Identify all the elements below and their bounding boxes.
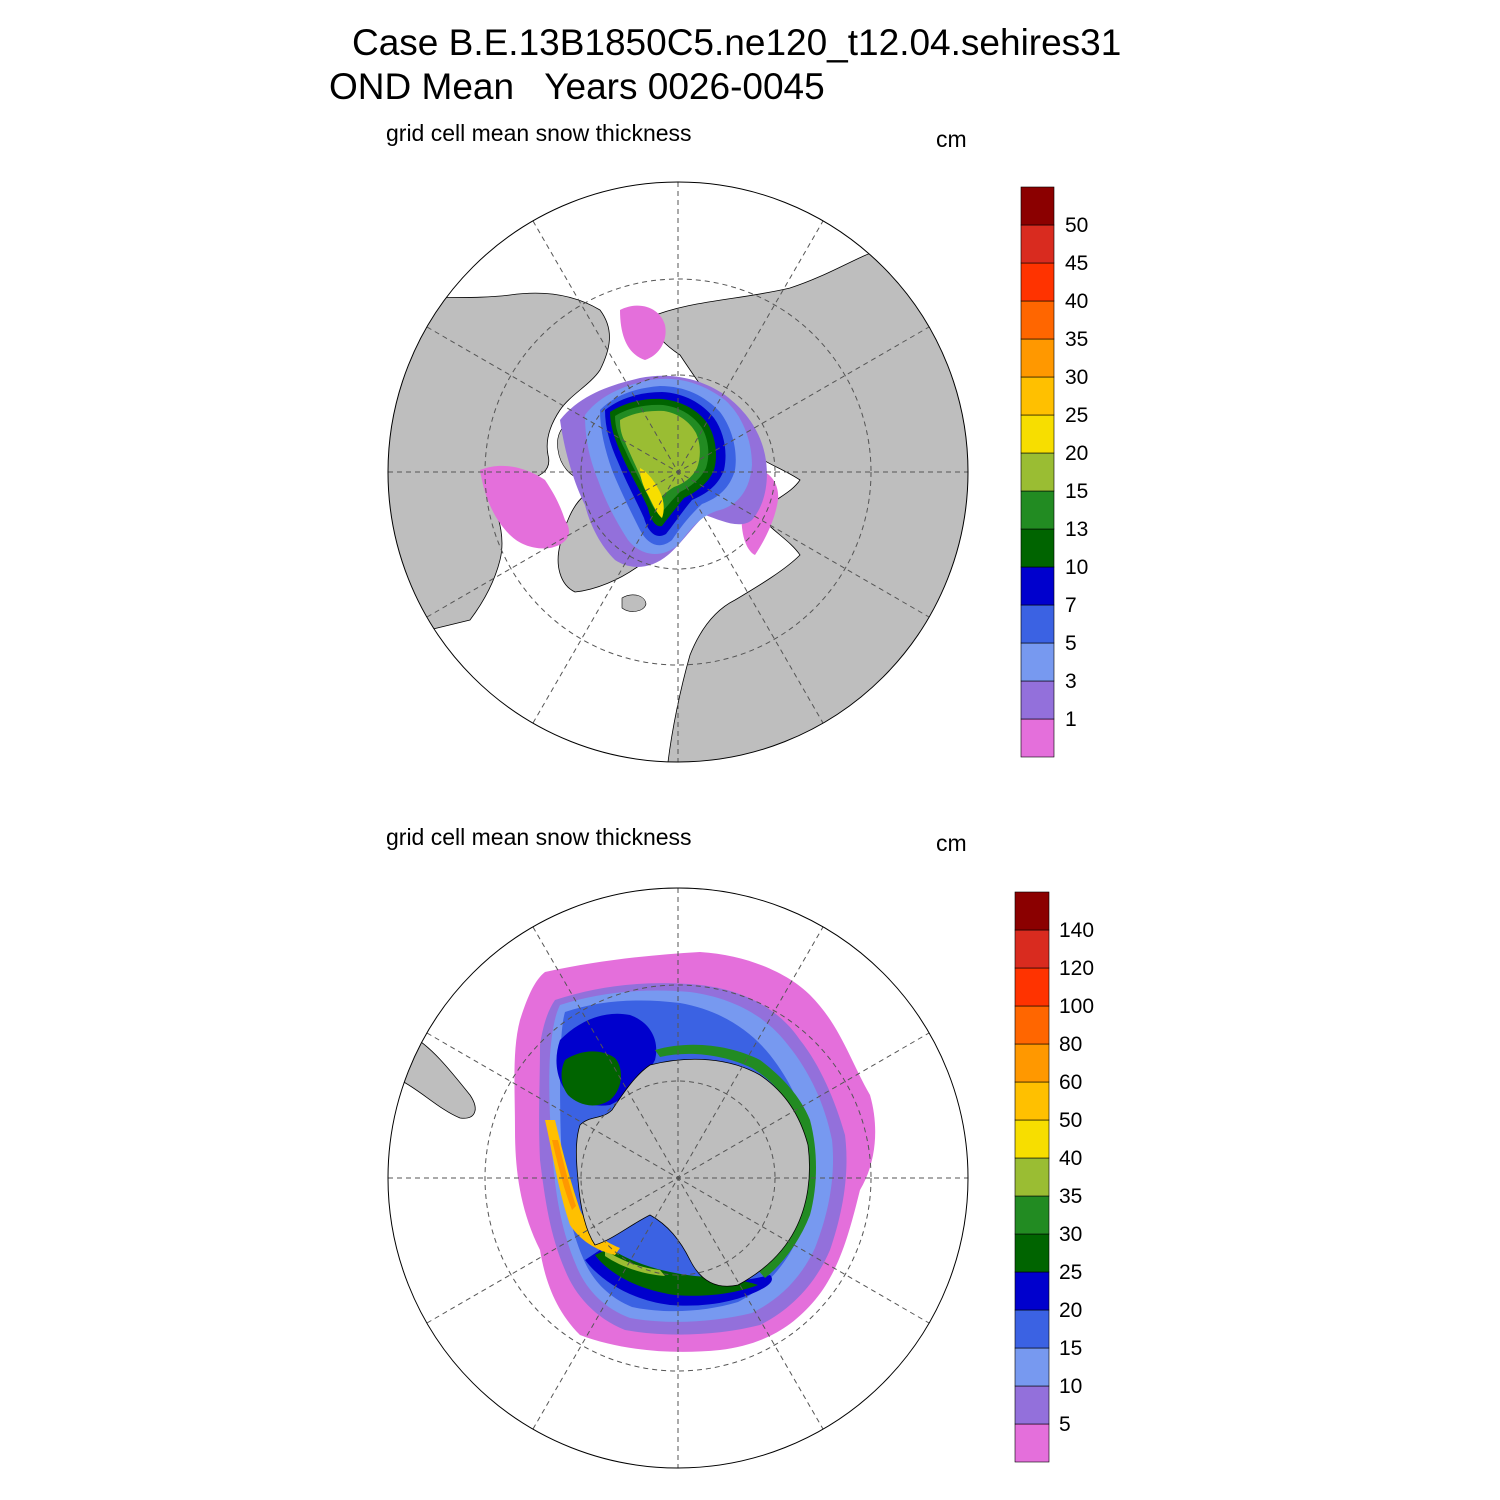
colorbar-swatch bbox=[1014, 1043, 1050, 1083]
colorbar-swatch bbox=[1020, 186, 1055, 226]
north-polar-map bbox=[387, 181, 969, 763]
colorbar-swatch bbox=[1014, 1005, 1050, 1045]
south-snow-band-11 bbox=[552, 1140, 576, 1210]
figure-title-line1: Case B.E.13B1850C5.ne120_t12.04.sehires3… bbox=[352, 22, 1122, 63]
colorbar-swatch bbox=[1014, 1347, 1050, 1387]
colorbar-tick-label: 20 bbox=[1065, 442, 1088, 465]
north-panel-subtitle: grid cell mean snow thickness bbox=[386, 120, 692, 146]
colorbar-tick-label: 25 bbox=[1059, 1261, 1082, 1284]
north-map-border bbox=[387, 181, 969, 763]
colorbar-tick-label: 7 bbox=[1065, 594, 1077, 617]
colorbar-swatch bbox=[1020, 528, 1055, 568]
colorbar-swatch bbox=[1014, 929, 1050, 969]
colorbar-tick-label: 40 bbox=[1065, 290, 1088, 313]
colorbar-tick-label: 13 bbox=[1065, 518, 1088, 541]
colorbar-tick-label: 10 bbox=[1065, 556, 1088, 579]
colorbar-tick-label: 30 bbox=[1059, 1223, 1082, 1246]
south-polar-map bbox=[387, 887, 969, 1469]
colorbar-swatch bbox=[1020, 414, 1055, 454]
colorbar-swatch bbox=[1014, 1081, 1050, 1121]
colorbar-swatch bbox=[1020, 338, 1055, 378]
colorbar-swatch bbox=[1020, 642, 1055, 682]
colorbar-tick-label: 25 bbox=[1065, 404, 1088, 427]
south-panel-units: cm bbox=[936, 830, 967, 856]
south-map-border bbox=[387, 887, 969, 1469]
colorbar-tick-label: 50 bbox=[1065, 214, 1088, 237]
south-graticule bbox=[388, 888, 968, 1468]
colorbar-swatch bbox=[1014, 1423, 1050, 1463]
colorbar-tick-label: 140 bbox=[1059, 919, 1094, 942]
colorbar-tick-label: 3 bbox=[1065, 670, 1077, 693]
south-panel-subtitle: grid cell mean snow thickness bbox=[386, 824, 692, 850]
figure-title-line2: OND Mean Years 0026-0045 bbox=[329, 66, 825, 107]
north-panel-units: cm bbox=[936, 126, 967, 152]
south-land-antarctica bbox=[575, 1058, 810, 1287]
north-land-iceland bbox=[621, 594, 647, 612]
colorbar-swatch bbox=[1014, 1195, 1050, 1235]
colorbar-swatch bbox=[1020, 376, 1055, 416]
colorbar-tick-label: 60 bbox=[1059, 1071, 1082, 1094]
colorbar-tick-label: 50 bbox=[1059, 1109, 1082, 1132]
colorbar-tick-label: 10 bbox=[1059, 1375, 1082, 1398]
colorbar-swatch bbox=[1014, 1385, 1050, 1425]
south-snow-band-8 bbox=[605, 1250, 665, 1276]
colorbar-swatch bbox=[1014, 891, 1050, 931]
south-land-south-america bbox=[399, 1034, 476, 1119]
north-graticule bbox=[388, 182, 968, 762]
colorbar-swatch bbox=[1014, 1271, 1050, 1311]
colorbar-tick-label: 15 bbox=[1059, 1337, 1082, 1360]
colorbar-swatch bbox=[1014, 1233, 1050, 1273]
north-snow-band-1 bbox=[480, 305, 779, 555]
colorbar-tick-label: 120 bbox=[1059, 957, 1094, 980]
colorbar-tick-label: 5 bbox=[1059, 1413, 1071, 1436]
colorbar-swatch bbox=[1014, 1309, 1050, 1349]
north-snow-band-9 bbox=[640, 468, 664, 518]
colorbar-tick-label: 40 bbox=[1059, 1147, 1082, 1170]
south-colorbar: 5 10 15 20 25 30 35 40 50 60 80 100 120 140 bbox=[1014, 891, 1094, 1463]
colorbar-swatch bbox=[1020, 566, 1055, 606]
colorbar-tick-label: 20 bbox=[1059, 1299, 1082, 1322]
colorbar-tick-label: 15 bbox=[1065, 480, 1088, 503]
north-snow-band-8 bbox=[620, 410, 700, 502]
colorbar-tick-label: 35 bbox=[1065, 328, 1088, 351]
colorbar-tick-label: 45 bbox=[1065, 252, 1088, 275]
colorbar-swatch bbox=[1020, 262, 1055, 302]
south-snow-band-6 bbox=[561, 1051, 758, 1296]
colorbar-swatch bbox=[1020, 224, 1055, 264]
colorbar-tick-label: 80 bbox=[1059, 1033, 1082, 1056]
colorbar-swatch bbox=[1020, 452, 1055, 492]
colorbar-swatch bbox=[1020, 718, 1055, 758]
colorbar-swatch bbox=[1020, 604, 1055, 644]
colorbar-tick-label: 100 bbox=[1059, 995, 1094, 1018]
colorbar-swatch bbox=[1020, 680, 1055, 720]
colorbar-swatch bbox=[1014, 1119, 1050, 1159]
colorbar-tick-label: 5 bbox=[1065, 632, 1077, 655]
colorbar-swatch bbox=[1014, 1157, 1050, 1197]
colorbar-swatch bbox=[1014, 967, 1050, 1007]
south-snow-band-10 bbox=[545, 1120, 620, 1255]
colorbar-tick-label: 1 bbox=[1065, 708, 1077, 731]
colorbar-tick-label: 30 bbox=[1065, 366, 1088, 389]
colorbar-swatch bbox=[1020, 490, 1055, 530]
colorbar-swatch bbox=[1020, 300, 1055, 340]
colorbar-tick-label: 35 bbox=[1059, 1185, 1082, 1208]
